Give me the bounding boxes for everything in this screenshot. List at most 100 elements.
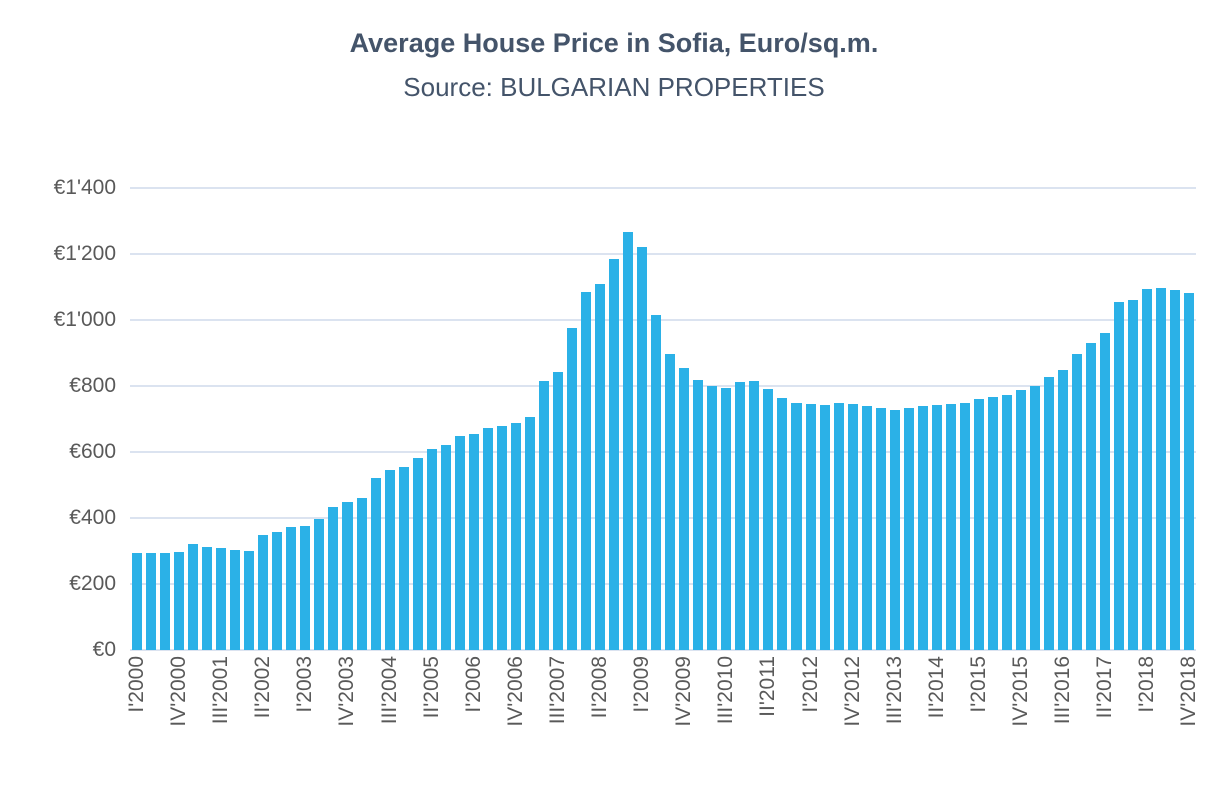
x-tick-label: I'2012: [798, 656, 822, 713]
x-tick-label: IV'2000: [167, 656, 191, 727]
bar: [1142, 288, 1153, 650]
bar-slot: [439, 188, 453, 650]
bar: [244, 551, 255, 650]
bar: [819, 405, 830, 650]
bar-slot: [340, 188, 354, 650]
bar-slot: [411, 188, 425, 650]
bar: [679, 367, 690, 650]
x-label-slot: IV'2006: [503, 656, 527, 768]
x-tick-label: III'2004: [377, 656, 401, 725]
bar-slot: [888, 188, 902, 650]
bar: [1001, 395, 1012, 650]
bar: [1170, 289, 1181, 650]
bar-slot: [1154, 188, 1168, 650]
bar-slot: [579, 188, 593, 650]
bar-slot: [130, 188, 144, 650]
bar-slot: [1000, 188, 1014, 650]
x-tick-label: IV'2009: [672, 656, 696, 727]
x-label-slot: IV'2000: [167, 656, 191, 768]
bar: [160, 552, 171, 650]
bar: [482, 428, 493, 650]
bar: [749, 381, 760, 650]
bar: [384, 470, 395, 650]
gridline: [130, 187, 1196, 189]
bar-slot: [326, 188, 340, 650]
x-label-slot: I'2009: [630, 656, 654, 768]
bar: [538, 380, 549, 650]
bar: [861, 406, 872, 650]
bar-slot: [775, 188, 789, 650]
bar-slot: [930, 188, 944, 650]
bar: [342, 501, 353, 650]
bar: [1015, 389, 1026, 650]
x-tick-label: III'2010: [714, 656, 738, 725]
y-tick-label: €1'200: [53, 242, 116, 265]
x-label-slot: II'2002: [251, 656, 274, 768]
bar-slot: [144, 188, 158, 650]
bar-slot: [874, 188, 888, 650]
x-label-slot: II'2014: [925, 656, 948, 768]
bar: [454, 436, 465, 650]
bar-slot: [607, 188, 621, 650]
y-tick-label: €0: [92, 638, 116, 661]
bar-slot: [733, 188, 747, 650]
y-axis-labels: €0 €200 €400 €600 €800 €1'000 €1'200 €1'400: [54, 176, 1196, 661]
bar: [286, 527, 297, 650]
x-label-slot: I'2012: [798, 656, 822, 768]
bar-slot: [1098, 188, 1112, 650]
x-tick-label: III'2001: [209, 656, 233, 725]
bar: [623, 232, 634, 650]
x-label-slot: II'2011: [756, 656, 779, 768]
x-tick-label: I'2015: [966, 656, 990, 713]
bar: [258, 535, 269, 650]
bar-slot: [1168, 188, 1182, 650]
bar: [875, 408, 886, 650]
bar-slot: [298, 188, 312, 650]
bar: [524, 417, 535, 650]
x-label-slot: III'2010: [714, 656, 738, 768]
bar: [272, 531, 283, 650]
y-tick-label: €1'000: [53, 308, 116, 331]
bar: [833, 403, 844, 650]
bar: [328, 507, 339, 650]
y-tick-label: €1'400: [53, 176, 116, 199]
bar: [314, 519, 325, 650]
bar-slot: [425, 188, 439, 650]
bar: [440, 444, 451, 650]
bar: [805, 403, 816, 650]
bar-slot: [1140, 188, 1154, 650]
bar: [300, 525, 311, 650]
bar-slot: [537, 188, 551, 650]
bar: [496, 426, 507, 650]
bar: [1114, 301, 1125, 650]
x-tick-label: I'2018: [1135, 656, 1159, 713]
x-label-slot: IV'2015: [1009, 656, 1032, 768]
bar: [370, 478, 381, 650]
x-axis-labels: I'2000 IV'2000 III'2001 II'2002 I'2003 IV'200…: [125, 656, 1200, 768]
bar-slot: [958, 188, 972, 650]
chart-title: Average House Price in Sofia, Euro/sq.m.: [349, 28, 879, 58]
bar: [763, 389, 774, 650]
bar-slot: [453, 188, 467, 650]
x-label-slot: I'2015: [966, 656, 990, 768]
bar: [973, 399, 984, 650]
y-tick-label: €800: [69, 374, 116, 398]
bar-slot: [593, 188, 607, 650]
bar-slot: [312, 188, 326, 650]
bar-slot: [804, 188, 818, 650]
bar: [1100, 332, 1111, 650]
bar: [1030, 386, 1041, 650]
bar-slot: [747, 188, 761, 650]
bar-slot: [719, 188, 733, 650]
bar-slot: [200, 188, 214, 650]
x-tick-label: IV'2006: [503, 656, 527, 727]
bar: [693, 380, 704, 650]
bar-slot: [663, 188, 677, 650]
x-label-slot: I'2006: [462, 656, 485, 768]
x-tick-label: I'2009: [630, 656, 654, 713]
bar-slot: [186, 188, 200, 650]
x-tick-label: IV'2012: [840, 656, 864, 727]
x-label-slot: IV'2009: [672, 656, 696, 768]
bar: [1156, 287, 1167, 650]
gridline: [130, 319, 1196, 321]
